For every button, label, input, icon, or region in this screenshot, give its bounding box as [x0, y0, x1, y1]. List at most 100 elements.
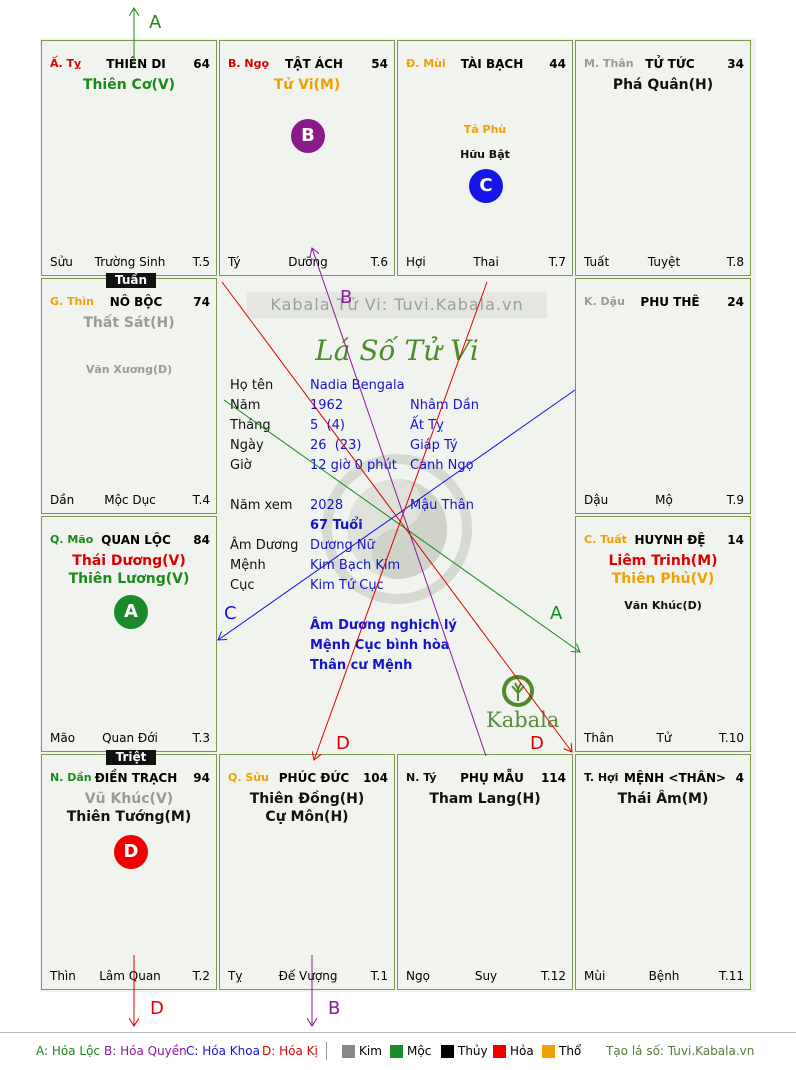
value-ngay-can: Giáp Tý	[410, 438, 458, 453]
bottom-branch: Mùi	[584, 969, 606, 983]
legend-tho: Thổ	[559, 1044, 582, 1058]
cell-tuat-huynh-de: C. Tuất HUYNH ĐỆ 14 Liêm Trinh(M) Thiên …	[575, 516, 751, 752]
bottom-stage: Quan Đới	[102, 731, 158, 745]
major-star: Thái Âm(M)	[617, 791, 709, 807]
bottom-code: T.6	[370, 255, 388, 269]
cell-hoi-menh: T. Hợi MỆNH <THÂN> 4 Thái Âm(M) Mùi Bệnh T…	[575, 754, 751, 990]
value-menh: Kim Bạch Kim	[310, 558, 401, 573]
palace-name: MỆNH <THÂN>	[624, 771, 727, 785]
value-gio-can: Canh Ngọ	[410, 458, 474, 473]
swatch-hoa	[493, 1045, 506, 1058]
minor-star: Tả Phù	[463, 123, 507, 136]
branch-label: N. Dần	[50, 771, 92, 784]
bottom-stage: Trường Sinh	[94, 255, 166, 269]
legend-thuy: Thủy	[458, 1044, 488, 1058]
legend-hoa: Hỏa	[510, 1044, 534, 1058]
bottom-stage: Tuyệt	[647, 255, 681, 269]
palace-number: 24	[727, 295, 744, 309]
palace-number: 64	[193, 57, 210, 71]
hoa-loc-lines	[134, 8, 580, 652]
palace-number: 4	[735, 771, 744, 785]
label-nam-xem: Năm xem	[230, 498, 293, 513]
swatch-tho	[542, 1045, 555, 1058]
value-nam-can: Nhâm Dần	[410, 398, 479, 413]
palace-number: 84	[193, 533, 210, 547]
branch-label: B. Ngọ	[228, 57, 270, 70]
major-star: Thái Dương(V)	[72, 553, 186, 569]
bottom-branch: Dần	[50, 493, 75, 507]
legend-separator	[326, 1042, 327, 1060]
label-cuc: Cục	[230, 578, 255, 593]
bottom-code: T.10	[719, 731, 744, 745]
bottom-stage: Thai	[473, 255, 499, 269]
bottom-code: T.5	[192, 255, 210, 269]
major-star: Vũ Khúc(V)	[84, 791, 174, 807]
bottom-stage: Mộ	[655, 493, 673, 507]
legend-site-link[interactable]: Tạo lá số: Tuvi.Kabala.vn	[606, 1044, 755, 1058]
arrow-label-c-left: C	[224, 603, 237, 624]
legend-divider	[0, 1032, 796, 1033]
swatch-thuy	[441, 1045, 454, 1058]
bottom-code: T.11	[719, 969, 744, 983]
major-star: Thiên Lương(V)	[68, 571, 190, 587]
palace-number: 104	[362, 771, 388, 785]
major-star: Tham Lang(H)	[429, 791, 541, 807]
bottom-stage: Bệnh	[648, 969, 680, 983]
branch-label: Q. Sửu	[228, 771, 269, 784]
palace-name: QUAN LỘC	[101, 533, 171, 547]
minor-star: Hữu Bật	[460, 148, 510, 161]
value-gio: 12 giờ 0 phút	[310, 458, 397, 473]
hoa-ky-lines	[134, 281, 572, 1026]
bottom-code: T.4	[192, 493, 210, 507]
major-star: Thiên Tướng(M)	[66, 809, 192, 825]
branch-label: Ấ. Tỵ	[50, 57, 82, 70]
palace-number: 54	[371, 57, 388, 71]
bottom-branch: Tý	[228, 255, 241, 269]
major-star: Phá Quân(H)	[612, 77, 714, 93]
major-star: Cự Môn(H)	[265, 809, 349, 825]
arrow-label-d-left: D	[336, 733, 350, 754]
minor-star: Văn Xương(D)	[85, 363, 173, 376]
palace-name: PHỤ MẪU	[460, 771, 524, 785]
major-star: Thiên Cơ(V)	[82, 77, 176, 93]
bottom-stage: Lâm Quan	[99, 969, 161, 983]
palace-number: 44	[549, 57, 566, 71]
legend-hoa-khoa: C: Hóa Khoa	[186, 1044, 260, 1058]
hoa-loc-marker: A	[114, 595, 148, 629]
bottom-branch: Ngọ	[406, 969, 430, 983]
kabala-logo-text: Kabala	[486, 708, 560, 732]
hoa-khoa-marker: C	[469, 169, 503, 203]
bottom-branch: Mão	[50, 731, 76, 745]
bottom-code: T.8	[726, 255, 744, 269]
palace-number: 34	[727, 57, 744, 71]
bottom-stage: Mộc Dục	[104, 493, 156, 507]
label-ho-ten: Họ tên	[230, 378, 274, 393]
bottom-code: T.12	[541, 969, 566, 983]
arrow-label-d-bottom: D	[150, 998, 164, 1019]
legend-hoa-quyen: B: Hóa Quyền	[104, 1044, 187, 1058]
palace-name: PHÚC ĐỨC	[278, 771, 350, 785]
branch-label: C. Tuất	[584, 533, 627, 546]
center-panel: Kabala Tử Vi: Tuvi.Kabala.vn Lá Số Tử Vi	[219, 278, 575, 754]
label-ngay: Ngày	[230, 438, 264, 453]
branch-label: Đ. Mùi	[406, 57, 446, 70]
legend-hoa-loc: A: Hóa Lộc	[36, 1044, 101, 1058]
minor-star: Văn Khúc(D)	[624, 599, 702, 612]
cell-thin-no-boc: G. Thìn NÔ BỘC 74 Thất Sát(H) Văn Xương(…	[41, 278, 217, 514]
bottom-branch: Hợi	[406, 255, 426, 269]
branch-label: K. Dậu	[584, 295, 625, 308]
cell-ngo-tat-ach: B. Ngọ TẬT ÁCH 54 Tử Vi(M) B Tý Dưỡng T.6	[219, 40, 395, 276]
cell-dau-phu-the: K. Dậu PHU THÊ 24 Dậu Mộ T.9	[575, 278, 751, 514]
chart-title: Lá Số Tử Vi	[315, 334, 479, 367]
bottom-stage: Suy	[474, 969, 498, 983]
triet-tag: Triệt	[106, 750, 156, 765]
cell-ty-thien-di: Ấ. Tỵ THIÊN DI 64 Thiên Cơ(V) Sửu Trường …	[41, 40, 217, 276]
palace-number: 114	[540, 771, 566, 785]
bottom-code: T.7	[548, 255, 566, 269]
kabala-tree-icon	[502, 675, 534, 707]
label-thang: Tháng	[230, 418, 271, 433]
bottom-code: T.2	[192, 969, 210, 983]
branch-label: T. Hợi	[584, 771, 619, 784]
label-gio: Giờ	[230, 458, 252, 473]
